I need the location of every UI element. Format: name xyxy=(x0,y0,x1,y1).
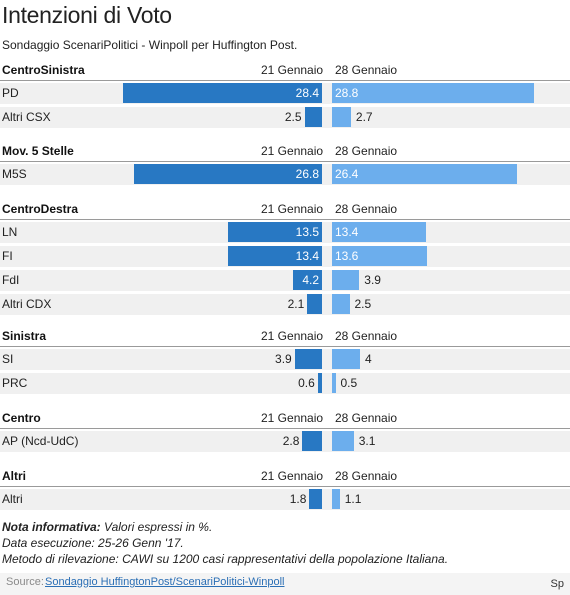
bar-28-gennaio xyxy=(332,222,426,242)
row-background xyxy=(0,107,570,128)
row-background xyxy=(0,431,570,452)
col-header-left: 21 Gennaio xyxy=(261,469,324,483)
value-21-gennaio: 3.9 xyxy=(275,352,292,366)
group-divider xyxy=(0,219,570,220)
col-header-left: 21 Gennaio xyxy=(261,411,324,425)
chart-subtitle: Sondaggio ScenariPolitici - Winpoll per … xyxy=(2,38,298,52)
bar-28-gennaio xyxy=(332,83,534,103)
value-28-gennaio: 1.1 xyxy=(344,492,362,506)
bar-28-gennaio xyxy=(332,270,360,290)
col-header-left: 21 Gennaio xyxy=(261,144,324,158)
value-28-gennaio: 0.5 xyxy=(340,376,358,390)
bar-21-gennaio xyxy=(309,489,322,509)
corner-text: Sp xyxy=(550,578,564,590)
row-background xyxy=(0,489,570,510)
bar-28-gennaio xyxy=(332,349,360,369)
group-name: Sinistra xyxy=(2,329,47,343)
col-header-left: 21 Gennaio xyxy=(261,202,324,216)
value-28-gennaio: 13.4 xyxy=(335,225,359,239)
value-21-gennaio: 2.1 xyxy=(287,297,305,311)
bar-28-gennaio xyxy=(332,107,351,127)
col-header-right: 28 Gennaio xyxy=(335,469,398,483)
row-label: LN xyxy=(2,225,18,239)
bar-28-gennaio xyxy=(332,246,428,266)
value-21-gennaio: 0.6 xyxy=(298,376,315,390)
bar-28-gennaio xyxy=(332,164,517,184)
row-label: Altri xyxy=(2,492,23,506)
bar-21-gennaio xyxy=(292,270,322,290)
group-divider xyxy=(0,161,570,162)
value-28-gennaio: 28.8 xyxy=(335,86,359,100)
group-divider xyxy=(0,80,570,81)
col-header-right: 28 Gennaio xyxy=(335,63,398,77)
value-21-gennaio: 1.8 xyxy=(289,492,307,506)
notes-block: Nota informativa: Valori espressi in %. … xyxy=(2,519,448,567)
row-background xyxy=(0,270,570,291)
bar-21-gennaio xyxy=(134,164,322,184)
group-divider xyxy=(0,346,570,347)
col-header-right: 28 Gennaio xyxy=(335,202,398,216)
row-label: FdI xyxy=(2,273,20,287)
bar-28-gennaio xyxy=(332,373,336,393)
group-name: CentroDestra xyxy=(2,202,79,216)
value-28-gennaio: 26.4 xyxy=(335,167,359,181)
row-background xyxy=(0,294,570,315)
bar-21-gennaio xyxy=(317,373,322,393)
value-21-gennaio: 26.8 xyxy=(295,167,319,181)
note-line-2: Data esecuzione: 25-26 Genn '17. xyxy=(2,536,184,550)
value-28-gennaio: 4 xyxy=(365,352,372,366)
col-header-right: 28 Gennaio xyxy=(335,329,398,343)
col-header-right: 28 Gennaio xyxy=(335,411,398,425)
row-label: PRC xyxy=(2,376,28,390)
bar-28-gennaio xyxy=(332,431,354,451)
bar-21-gennaio xyxy=(294,349,322,369)
value-28-gennaio: 3.1 xyxy=(358,434,376,448)
bar-28-gennaio xyxy=(332,489,340,509)
value-21-gennaio: 13.5 xyxy=(295,225,319,239)
row-background xyxy=(0,373,570,394)
col-header-left: 21 Gennaio xyxy=(261,63,324,77)
value-28-gennaio: 2.5 xyxy=(354,297,372,311)
value-28-gennaio: 3.9 xyxy=(364,273,381,287)
note-text: Valori espressi in %. xyxy=(100,520,213,534)
row-label: SI xyxy=(2,352,14,366)
group-name: Mov. 5 Stelle xyxy=(2,144,74,158)
bar-21-gennaio xyxy=(123,83,322,103)
bar-28-gennaio xyxy=(332,294,350,314)
group-divider xyxy=(0,486,570,487)
bar-21-gennaio xyxy=(302,431,322,451)
group-name: CentroSinistra xyxy=(2,63,85,77)
value-28-gennaio: 13.6 xyxy=(335,249,359,263)
row-label: Altri CSX xyxy=(2,110,51,124)
row-background xyxy=(0,349,570,370)
row-label: FI xyxy=(2,249,13,263)
group-name: Altri xyxy=(2,469,26,483)
row-label: PD xyxy=(2,86,19,100)
value-28-gennaio: 2.7 xyxy=(355,110,373,124)
col-header-right: 28 Gennaio xyxy=(335,144,398,158)
chart-title: Intenzioni di Voto xyxy=(2,2,172,28)
row-label: Altri CDX xyxy=(2,297,52,311)
bar-21-gennaio xyxy=(228,246,322,266)
value-21-gennaio: 13.4 xyxy=(295,249,319,263)
row-label: M5S xyxy=(2,167,27,181)
row-label: AP (Ncd-UdC) xyxy=(2,434,79,448)
note-line-1: Nota informativa: Valori espressi in %. xyxy=(2,519,448,535)
value-21-gennaio: 2.5 xyxy=(284,110,302,124)
bar-21-gennaio xyxy=(307,294,322,314)
note-line-3: Metodo di rilevazione: CAWI su 1200 casi… xyxy=(2,552,449,566)
value-21-gennaio: 2.8 xyxy=(282,434,300,448)
group-divider xyxy=(0,428,570,429)
source-label: Source: xyxy=(6,576,44,588)
bar-21-gennaio xyxy=(227,222,322,242)
group-name: Centro xyxy=(2,411,41,425)
value-21-gennaio: 4.2 xyxy=(302,273,319,287)
bar-21-gennaio xyxy=(304,107,322,127)
col-header-left: 21 Gennaio xyxy=(261,329,324,343)
value-21-gennaio: 28.4 xyxy=(295,86,319,100)
footer-bar xyxy=(0,573,570,595)
source-link[interactable]: Sondaggio HuffingtonPost/ScenariPolitici… xyxy=(45,576,285,588)
note-label: Nota informativa: xyxy=(2,520,101,534)
